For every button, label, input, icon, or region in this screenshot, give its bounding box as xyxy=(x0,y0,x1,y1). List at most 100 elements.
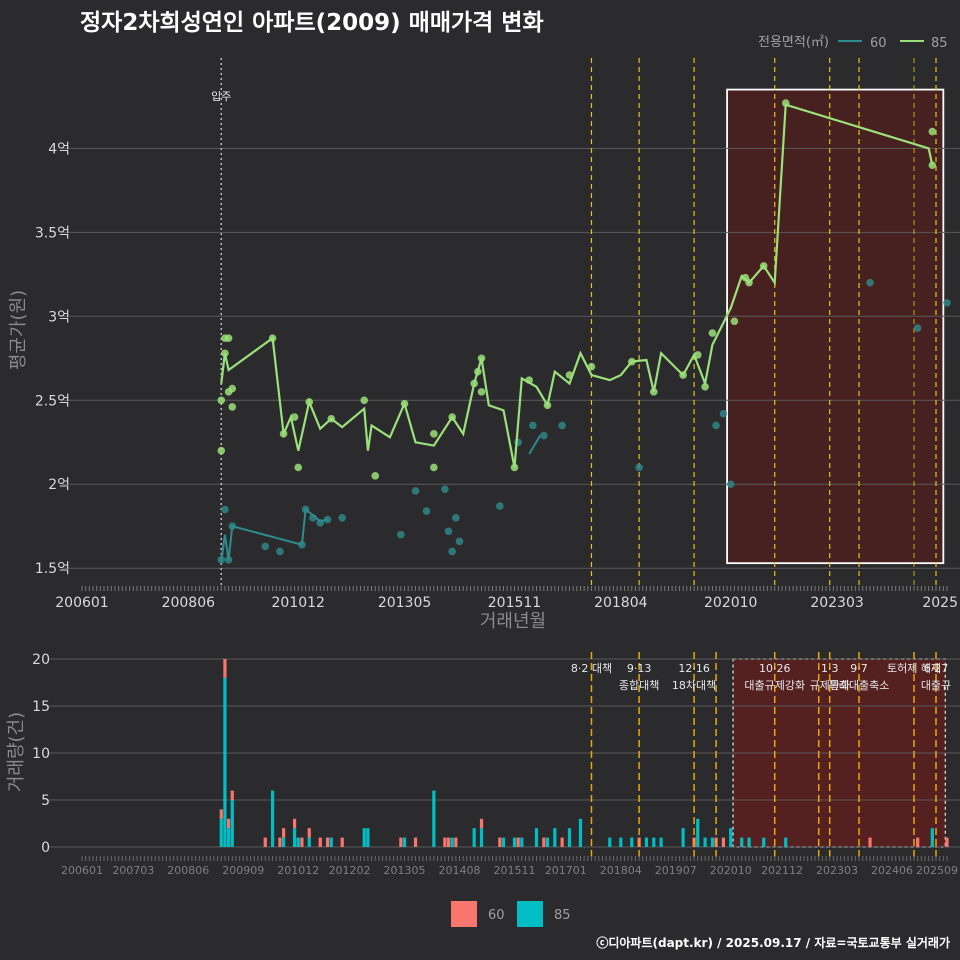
price-point-60 xyxy=(712,421,720,430)
volume-bar-60 xyxy=(399,837,403,847)
volume-bar-60 xyxy=(223,659,227,678)
volume-x-tick-label: 201907 xyxy=(655,864,697,877)
price-point-60 xyxy=(338,514,347,522)
volume-bar-60 xyxy=(278,837,282,847)
volume-bar-85 xyxy=(630,837,634,847)
policy-label: 9·13 xyxy=(627,662,652,675)
price-point-60 xyxy=(455,537,464,546)
volume-bar-60 xyxy=(227,818,231,829)
volume-bar-85 xyxy=(292,828,297,847)
policy-label: 종합대책 xyxy=(619,679,659,692)
price-point-60 xyxy=(221,505,229,514)
volume-y-axis-label: 거래량(건) xyxy=(6,712,27,792)
price-point-85 xyxy=(730,317,739,326)
volume-bar-85 xyxy=(578,818,583,847)
volume-bar-85 xyxy=(227,828,231,847)
policy-label: 12·16 xyxy=(678,662,710,675)
volume-bar-60 xyxy=(542,837,546,847)
volume-bar-60 xyxy=(318,837,322,847)
price-point-60 xyxy=(943,299,951,307)
volume-x-tick-label: 201804 xyxy=(600,864,642,877)
price-point-85 xyxy=(701,383,709,391)
volume-x-tick-label: 202010 xyxy=(710,864,752,877)
volume-legend-label-60: 60 xyxy=(488,908,505,923)
volume-bar-60 xyxy=(230,790,234,800)
price-point-85 xyxy=(708,329,717,337)
volume-bar-85 xyxy=(501,837,506,847)
volume-bar-85 xyxy=(747,837,751,847)
volume-bar-60 xyxy=(479,818,484,829)
volume-legend: 60 85 xyxy=(451,901,571,927)
volume-bar-85 xyxy=(512,837,517,847)
volume-bar-85 xyxy=(230,800,234,847)
volume-bar-85 xyxy=(296,837,300,847)
volume-bar-85 xyxy=(545,837,550,847)
volume-x-tick-label: 201202 xyxy=(329,864,371,877)
volume-bar-60 xyxy=(916,837,920,847)
volume-bar-60 xyxy=(560,837,564,847)
policy-label: 18차대책 xyxy=(672,679,716,692)
price-x-tick-label: 200601 xyxy=(55,595,108,611)
price-x-tick-label: 201804 xyxy=(594,595,648,611)
volume-bar-85 xyxy=(223,677,227,847)
price-point-60 xyxy=(422,507,431,515)
price-y-tick-label: 2억 xyxy=(48,477,70,493)
volume-bar-85 xyxy=(362,828,366,847)
volume-bar-60 xyxy=(263,837,267,847)
price-point-60 xyxy=(540,431,548,440)
policy-label: 토허제 해제 xyxy=(887,661,941,675)
volume-x-tick-label: 201012 xyxy=(277,864,319,877)
policy-label: 1·3 xyxy=(821,662,839,675)
price-point-85 xyxy=(217,396,226,405)
price-legend-label-85: 85 xyxy=(931,36,948,51)
price-point-85 xyxy=(360,396,369,405)
price-point-60 xyxy=(448,547,456,556)
price-point-85 xyxy=(290,413,299,421)
volume-bar-60 xyxy=(413,837,418,847)
price-point-60 xyxy=(913,324,922,332)
volume-bar-85 xyxy=(784,837,788,847)
price-point-60 xyxy=(726,480,735,489)
volume-bar-60 xyxy=(868,837,872,847)
price-y-tick-label: 3.5억 xyxy=(35,225,70,241)
price-x-tick-label: 201012 xyxy=(272,595,325,611)
price-x-tick-label: 201511 xyxy=(488,595,541,611)
volume-x-tick-label: 202303 xyxy=(816,864,858,877)
price-panel: 1.5억 2억 2.5억 3억 3.5억 4억 입주 200601 200806 201012… xyxy=(35,58,960,611)
volume-bar-60 xyxy=(340,837,344,847)
volume-bar-85 xyxy=(644,837,649,847)
volume-bar-85 xyxy=(270,790,275,847)
volume-legend-swatch-85 xyxy=(517,901,543,927)
policy-label: 규제완화 xyxy=(809,679,849,692)
policy-label: 대출규제강화 xyxy=(744,679,805,692)
volume-bar-60 xyxy=(292,818,297,829)
volume-bar-85 xyxy=(472,828,476,847)
volume-bar-85 xyxy=(652,837,656,847)
volume-bar-85 xyxy=(740,837,744,847)
price-point-60 xyxy=(441,485,449,494)
price-x-axis-label: 거래년월 xyxy=(480,611,546,632)
price-y-tick-label: 1.5억 xyxy=(35,561,70,577)
price-point-60 xyxy=(444,527,453,536)
policy-label: 10·26 xyxy=(759,662,791,675)
price-point-60 xyxy=(496,502,504,510)
price-x-tick-label: 200806 xyxy=(162,595,216,611)
price-point-85 xyxy=(294,463,303,472)
volume-bar-60 xyxy=(945,837,949,847)
volume-bar-85 xyxy=(432,790,436,847)
price-point-85 xyxy=(371,472,380,480)
policy-label: 9·7 xyxy=(850,662,868,675)
volume-bar-85 xyxy=(450,837,454,847)
price-legend-title: 전용면적(㎡) xyxy=(758,35,829,50)
price-point-60 xyxy=(635,463,643,472)
price-point-60 xyxy=(558,421,566,430)
price-legend: 전용면적(㎡) 60 85 xyxy=(758,35,948,51)
price-point-60 xyxy=(411,487,420,495)
policy-label: 대출규 xyxy=(921,679,951,692)
volume-bar-85 xyxy=(402,837,407,847)
policy-label: 특례대출축소 xyxy=(829,679,890,692)
price-x-tick-label: 202303 xyxy=(810,595,863,611)
volume-y-tick-label: 10 xyxy=(32,746,50,762)
volume-bar-85 xyxy=(307,837,311,847)
